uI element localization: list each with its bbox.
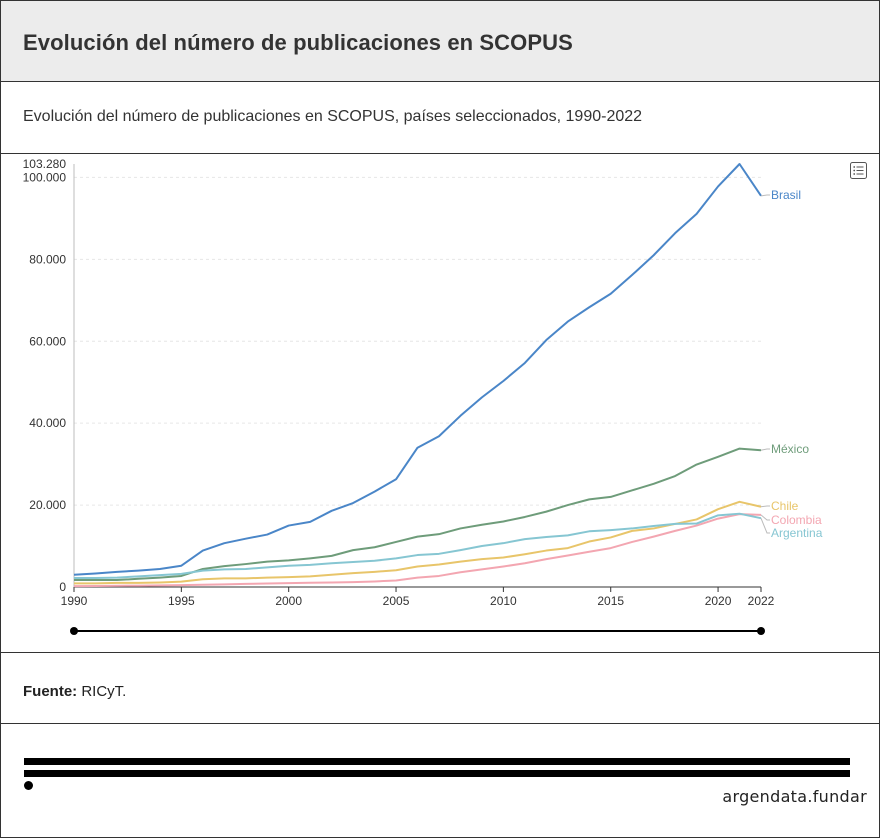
series-label-chile: Chile xyxy=(771,499,799,513)
series-line-chile xyxy=(74,500,762,585)
x-tick-label: 2015 xyxy=(597,594,624,608)
y-tick-label: 40.000 xyxy=(29,416,66,430)
y-tick-label: 80.000 xyxy=(29,252,66,266)
series-label-brasil: Brasil xyxy=(771,188,801,202)
series-line-mexico xyxy=(74,447,762,582)
page-title: Evolución del número de publicaciones en… xyxy=(23,30,573,55)
series-label-colombia: Colombia xyxy=(771,513,822,527)
brand-logo: argendata.fundar xyxy=(722,787,867,806)
x-tick-label: 1995 xyxy=(168,594,195,608)
x-tick-label: 2022 xyxy=(748,594,775,608)
list-menu-icon[interactable] xyxy=(850,162,867,179)
source-section: Fuente: RICyT. xyxy=(1,653,879,724)
series-label-connector xyxy=(760,505,770,508)
series-line-argentina xyxy=(74,512,762,579)
series-label-connector xyxy=(760,518,770,534)
range-slider-end-handle[interactable] xyxy=(757,627,765,635)
y-tick-label: 20.000 xyxy=(29,498,66,512)
subtitle-section: Evolución del número de publicaciones en… xyxy=(1,82,879,154)
series-line-colombia xyxy=(73,513,762,588)
series-label-connector xyxy=(760,514,770,521)
x-tick-label: 2000 xyxy=(275,594,302,608)
chart-subtitle: Evolución del número de publicaciones en… xyxy=(23,108,643,125)
series-line-brasil xyxy=(73,163,762,576)
range-slider-start-handle[interactable] xyxy=(70,627,78,635)
y-tick-label: 60.000 xyxy=(29,334,66,348)
series-label-mexico: México xyxy=(771,442,809,456)
card-header: Evolución del número de publicaciones en… xyxy=(1,1,879,82)
chart-area: 0 20.000 40.000 60.000 80.000 100.000 103.280 1… xyxy=(1,154,879,653)
series-label-connector xyxy=(760,194,770,197)
y-tick-label: 100.000 xyxy=(23,170,67,184)
logo-bar-bottom xyxy=(24,770,850,777)
x-tick-label: 2010 xyxy=(490,594,517,608)
source-value: RICyT. xyxy=(81,683,127,700)
x-tick-label: 2005 xyxy=(383,594,410,608)
footer: argendata.fundar xyxy=(1,724,879,837)
x-tick-label: 2020 xyxy=(705,594,732,608)
y-tick-label: 103.280 xyxy=(23,157,67,171)
logo-bar-top xyxy=(24,758,850,765)
series-label-connector xyxy=(760,448,770,451)
logo-dot xyxy=(24,781,33,790)
series-label-argentina: Argentina xyxy=(771,526,823,540)
source-text: Fuente: RICyT. xyxy=(23,683,126,700)
x-tick-label: 1990 xyxy=(61,594,88,608)
y-tick-label: 0 xyxy=(59,580,66,594)
source-label: Fuente: xyxy=(23,683,78,700)
